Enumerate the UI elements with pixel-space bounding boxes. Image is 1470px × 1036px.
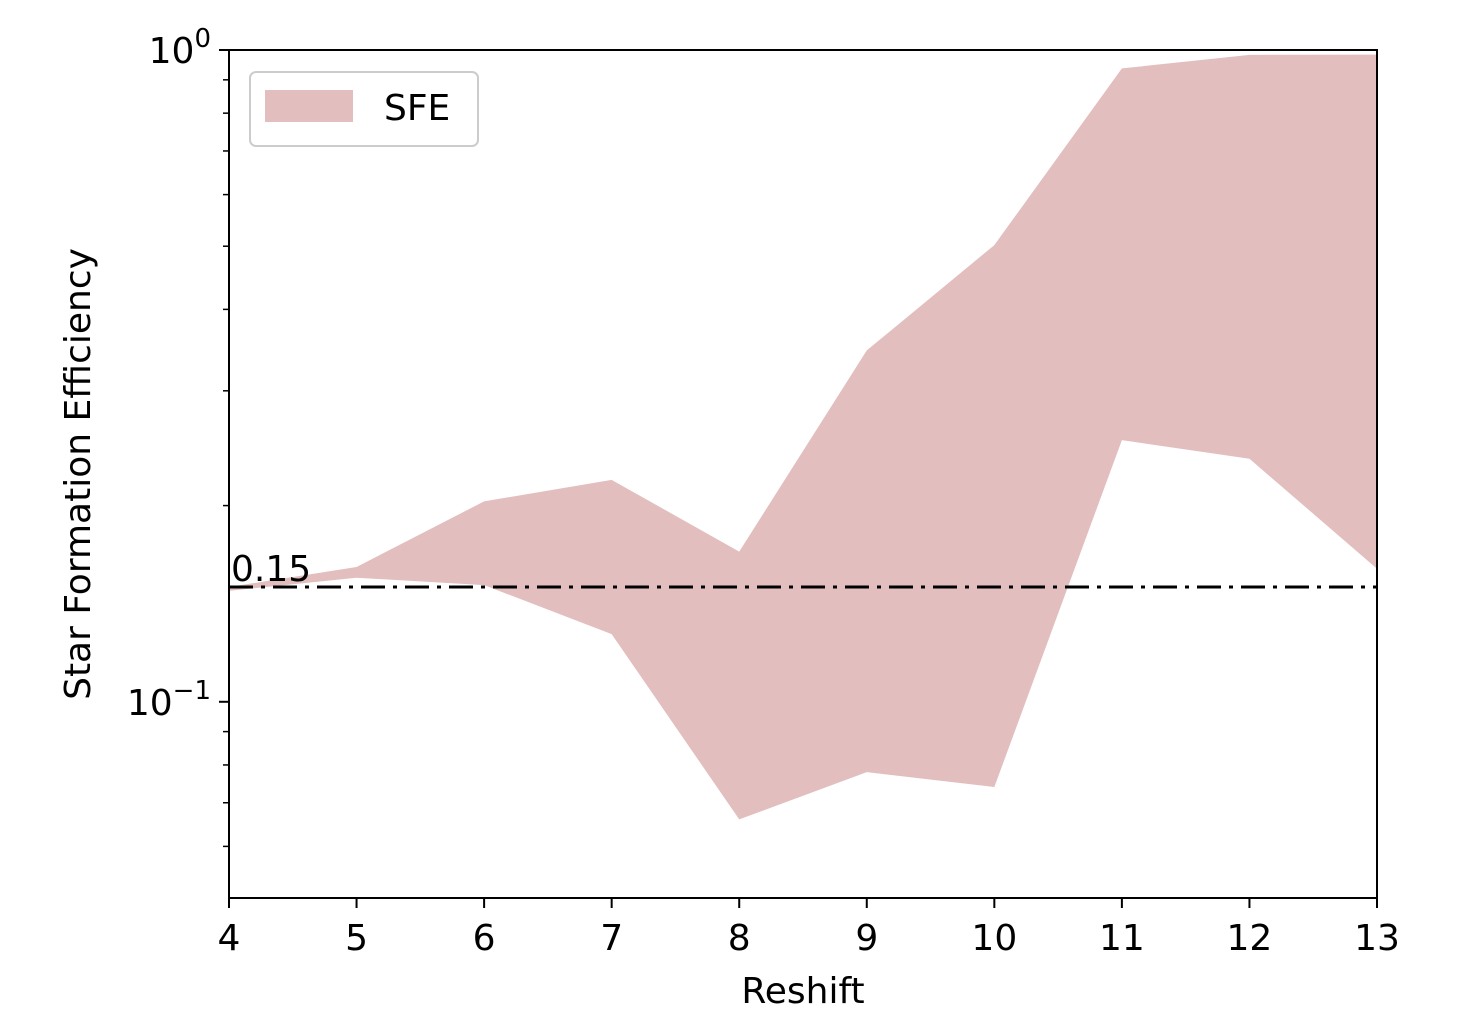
y-axis-ticks: 100 10−1 — [127, 24, 229, 848]
legend-label-sfe: SFE — [384, 88, 450, 129]
y-tick-label: 10−1 — [127, 676, 211, 724]
x-tick-label: 5 — [345, 918, 368, 959]
plot-frame — [228, 49, 1378, 899]
x-tick-label: 8 — [728, 918, 751, 959]
x-tick-label: 12 — [1227, 918, 1273, 959]
x-tick-label: 13 — [1354, 918, 1400, 959]
x-tick-label: 7 — [600, 918, 623, 959]
x-tick-label: 6 — [473, 918, 496, 959]
reference-line-label: 0.15 — [231, 549, 311, 590]
x-tick-label: 9 — [855, 918, 878, 959]
x-tick-label: 4 — [218, 918, 241, 959]
legend-swatch-sfe — [265, 90, 353, 122]
x-tick-label: 11 — [1099, 918, 1145, 959]
x-tick-label: 10 — [971, 918, 1017, 959]
band-layer — [229, 54, 1377, 820]
y-tick-label: 100 — [149, 24, 211, 72]
y-axis-label: Star Formation Efficiency — [58, 248, 99, 700]
band-sfe — [229, 54, 1377, 820]
x-axis-ticks: 4 5 6 7 8 9 10 11 12 13 — [218, 898, 1400, 959]
x-axis-label: Reshift — [741, 971, 864, 1012]
legend: SFE — [249, 71, 479, 147]
